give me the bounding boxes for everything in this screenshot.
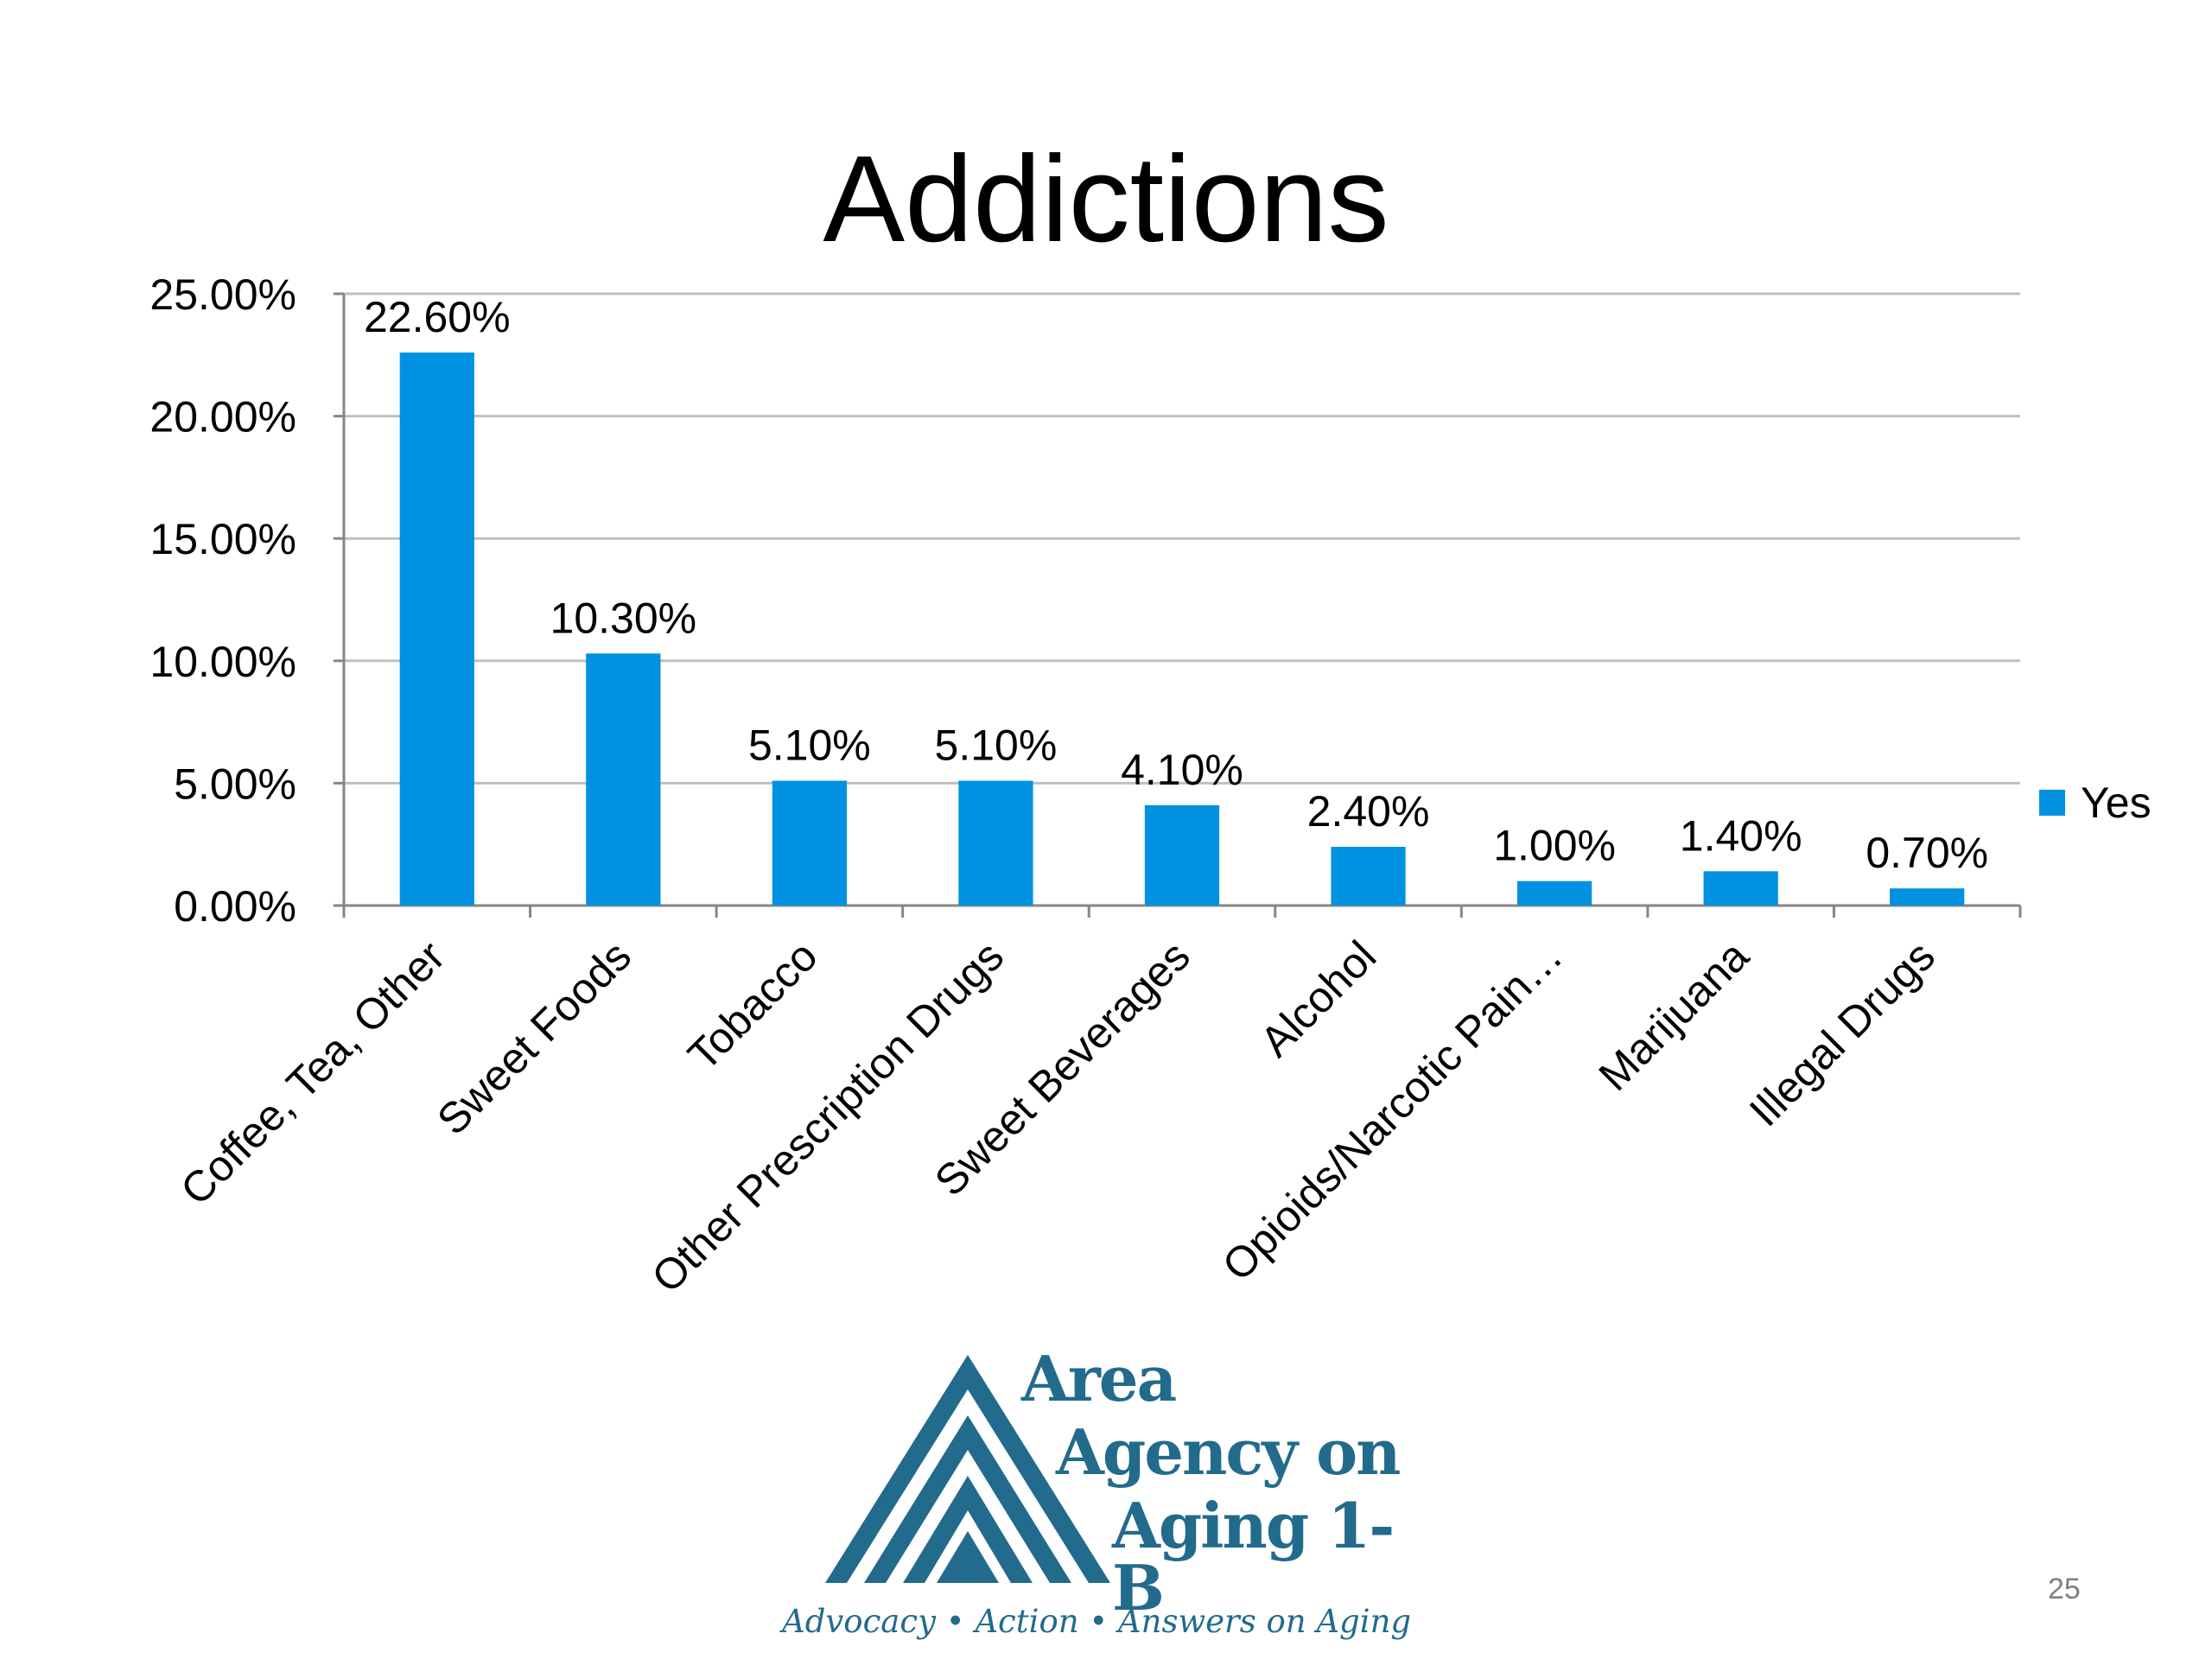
y-tick-label: 0.00% xyxy=(174,882,296,931)
organization-logo: Area Agency on Aging 1-B Advocacy • Acti… xyxy=(782,1339,1434,1650)
bar xyxy=(1144,804,1220,906)
chart-title: Addictions xyxy=(823,130,1389,268)
data-label: 10.30% xyxy=(550,594,697,642)
logo-text-aging: Aging 1-B xyxy=(1112,1489,1395,1624)
data-label: 1.00% xyxy=(1493,822,1616,870)
legend-swatch xyxy=(2039,790,2065,816)
x-tick-label: Tobacco xyxy=(678,931,826,1079)
data-label: 2.40% xyxy=(1307,787,1430,836)
bar xyxy=(586,653,661,906)
logo-tagline: Advocacy • Action • Answers on Aging xyxy=(782,1603,1412,1640)
page-number: 25 xyxy=(2048,1573,2081,1605)
y-tick-label: 25.00% xyxy=(149,270,296,319)
y-tick-label: 10.00% xyxy=(149,638,296,686)
bar xyxy=(1890,888,1965,906)
x-tick-label: Sweet Foods xyxy=(428,931,640,1144)
x-tick-label: Opioids/Narcotic Pain… xyxy=(1213,931,1572,1290)
y-tick-label: 5.00% xyxy=(174,760,296,808)
x-tick-label: Alcohol xyxy=(1251,931,1386,1066)
y-tick-label: 20.00% xyxy=(149,393,296,442)
bar xyxy=(958,780,1033,906)
x-tick-label: Illegal Drugs xyxy=(1740,931,1944,1135)
bar xyxy=(1703,871,1778,906)
bars xyxy=(399,352,1965,906)
legend-label: Yes xyxy=(2081,779,2152,827)
y-tick-label: 15.00% xyxy=(149,515,296,563)
data-label: 5.10% xyxy=(935,721,1058,770)
x-tick-label: Other Prescription Drugs xyxy=(643,931,1014,1302)
x-tick-label: Coffee, Tea, Other xyxy=(171,931,454,1214)
data-label: 1.40% xyxy=(1680,811,1802,860)
data-label: 0.70% xyxy=(1866,829,1988,877)
bar xyxy=(399,352,474,906)
x-tick-label: Marijuana xyxy=(1590,931,1758,1100)
bar xyxy=(1331,847,1406,906)
data-label: 4.10% xyxy=(1121,746,1243,794)
logo-text-agency: Agency on xyxy=(1056,1415,1401,1489)
logo-text-area: Area xyxy=(1021,1342,1177,1415)
triangle-logo-icon xyxy=(825,1355,1110,1583)
data-label: 22.60% xyxy=(364,293,511,341)
bar xyxy=(772,780,847,906)
data-label: 5.10% xyxy=(748,721,871,770)
data-labels: 22.60% 10.30% 5.10% 5.10% 4.10% 2.40% 1.00% 1.4… xyxy=(364,293,1988,877)
bar xyxy=(1517,880,1592,906)
legend: Yes xyxy=(2039,778,2152,828)
